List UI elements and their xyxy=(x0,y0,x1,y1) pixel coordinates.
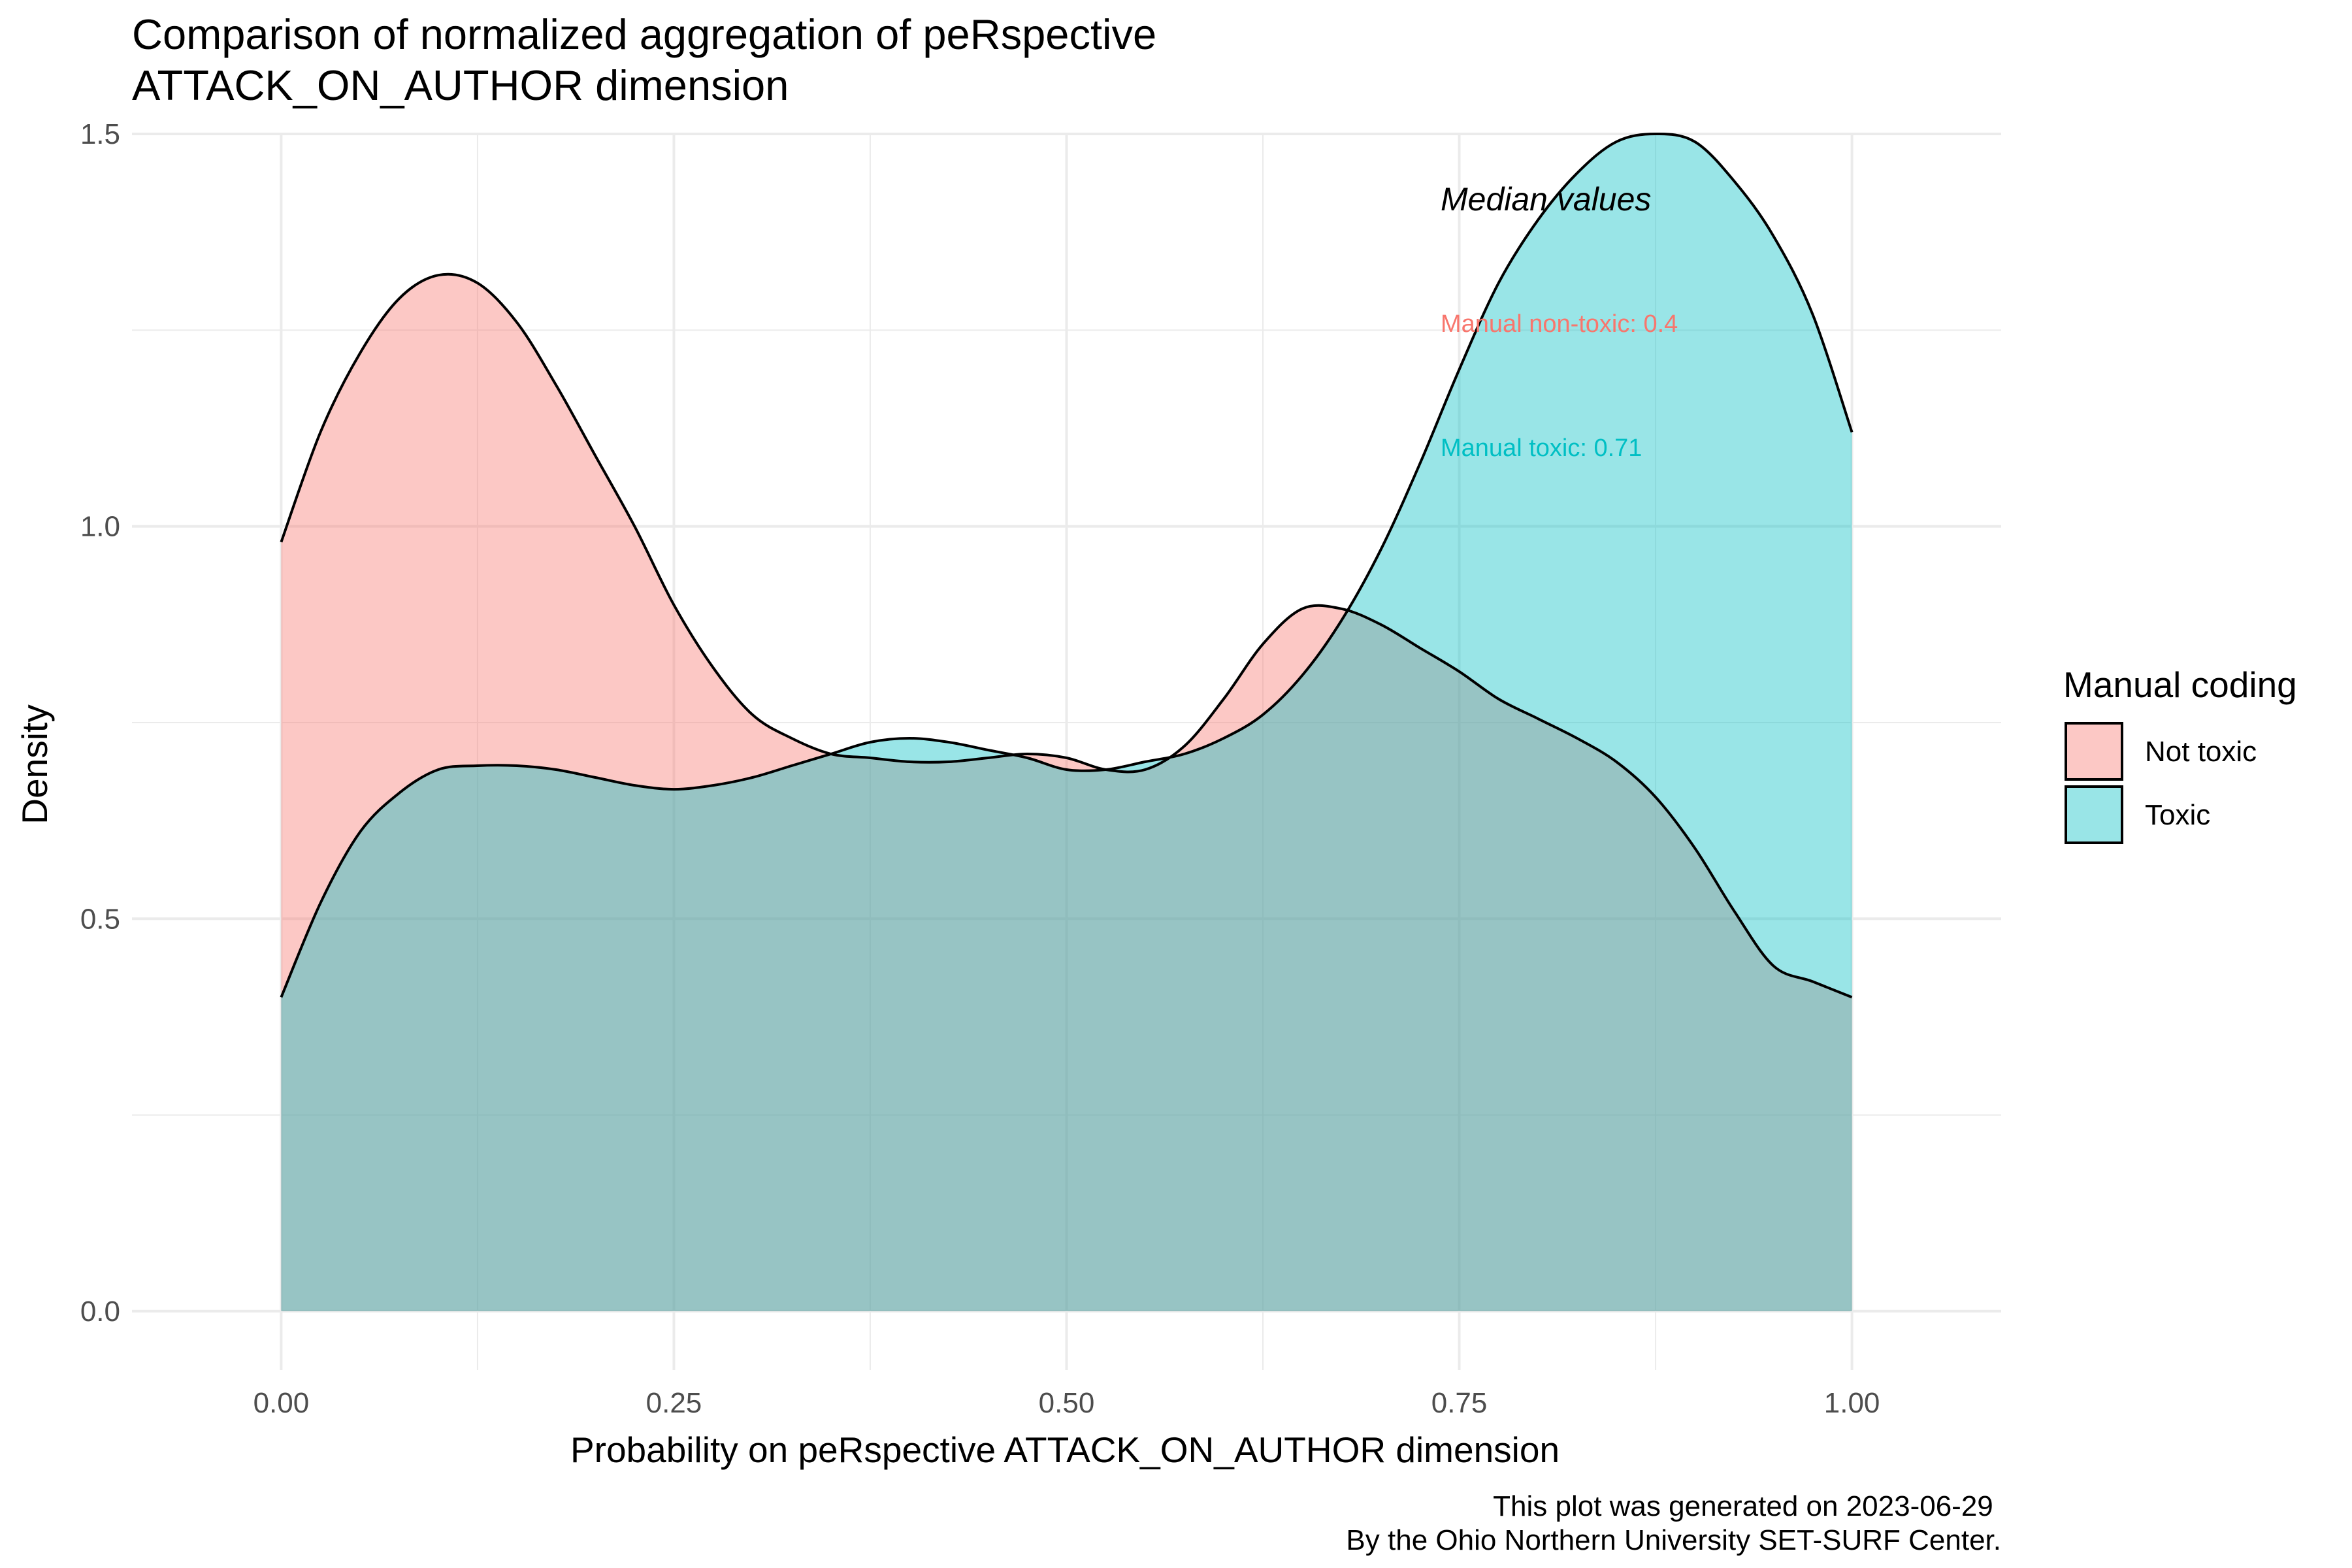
y-tick-label: 0.5 xyxy=(80,903,120,935)
legend-label-not-toxic: Not toxic xyxy=(2145,736,2257,768)
x-tick-label: 0.00 xyxy=(253,1387,310,1419)
x-tick-label: 1.00 xyxy=(1824,1387,1880,1419)
legend-title: Manual coding xyxy=(2063,664,2297,705)
x-axis-ticks: 0.00 0.25 0.50 0.75 1.00 xyxy=(253,1387,1880,1419)
density-area-not-toxic xyxy=(281,274,1852,1311)
y-axis-label: Density xyxy=(14,704,55,825)
median-toxic: Manual toxic: 0.71 xyxy=(1441,434,1642,462)
x-tick-label: 0.50 xyxy=(1039,1387,1095,1419)
y-tick-label: 0.0 xyxy=(80,1296,120,1328)
title-line-2: ATTACK_ON_AUTHOR dimension xyxy=(132,61,789,109)
x-axis-label: Probability on peRspective ATTACK_ON_AUT… xyxy=(570,1429,1560,1470)
chart-title: Comparison of normalized aggregation of … xyxy=(132,10,1168,109)
x-tick-label: 0.75 xyxy=(1431,1387,1488,1419)
density-line-not-toxic xyxy=(280,272,1853,999)
caption: This plot was generated on 2023-06-29 By… xyxy=(1346,1490,2001,1556)
median-heading: Median values xyxy=(1441,181,1651,218)
density-areas xyxy=(280,132,1854,1311)
y-tick-label: 1.0 xyxy=(80,511,120,543)
caption-line-2: By the Ohio Northern University SET-SURF… xyxy=(1346,1524,2001,1556)
title-line-1: Comparison of normalized aggregation of … xyxy=(132,10,1156,58)
median-not-toxic: Manual non-toxic: 0.4 xyxy=(1441,310,1678,338)
density-line-toxic xyxy=(280,132,1854,998)
y-axis-ticks: 0.0 0.5 1.0 1.5 xyxy=(80,118,120,1328)
x-tick-label: 0.25 xyxy=(646,1387,702,1419)
grid-major xyxy=(132,133,2001,1370)
legend-label-toxic: Toxic xyxy=(2145,799,2210,831)
y-tick-label: 1.5 xyxy=(80,118,120,150)
caption-line-1: This plot was generated on 2023-06-29 xyxy=(1493,1490,1993,1522)
legend-key-toxic xyxy=(2065,785,2123,844)
legend: Manual coding Not toxic Toxic xyxy=(2063,664,2297,844)
density-area-toxic xyxy=(281,134,1852,1311)
legend-key-not-toxic xyxy=(2065,722,2123,781)
